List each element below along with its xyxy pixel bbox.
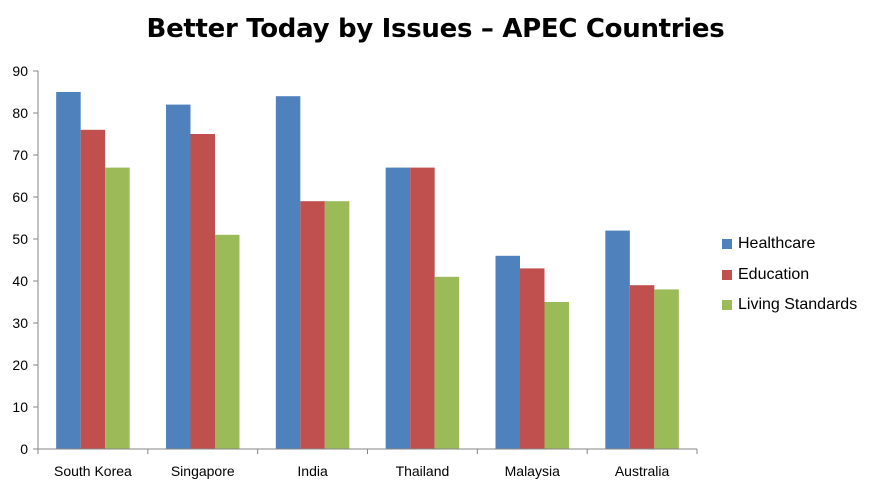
y-tick-label-10: 10 [12,399,28,415]
bars-layer [56,92,679,450]
axes-layer: 0 10 20 30 40 50 60 70 80 90 South Korea Singapore I… [12,63,698,479]
y-tick-label-50: 50 [12,231,28,247]
bar-healthcare-india [275,96,301,449]
bar-living-standards-south-korea [105,167,130,449]
legend-label-healthcare: Healthcare [738,235,816,253]
legend-item-education: Education [722,260,857,291]
y-tick-label-70: 70 [12,147,28,163]
x-tick-label-malaysia: Malaysia [505,463,560,479]
bar-healthcare-thailand [385,167,411,449]
chart-title: Better Today by Issues – APEC Countries [146,14,725,44]
legend-swatch-living-standards [722,300,732,311]
bar-living-standards-thailand [434,276,460,449]
x-tick-label-south-korea: South Korea [54,463,132,479]
legend-swatch-healthcare [722,239,732,250]
legend-item-healthcare: Healthcare [722,229,857,260]
legend-item-living-standards: Living Standards [722,290,857,321]
legend: Healthcare Education Living Standards [722,229,857,321]
bar-education-australia [629,285,655,449]
y-tick-label-20: 20 [12,357,28,373]
bar-education-south-korea [80,129,106,450]
bar-education-malaysia [520,268,545,449]
y-tick-label-60: 60 [12,189,28,205]
y-tick-label-90: 90 [12,63,28,79]
bar-education-thailand [410,167,435,449]
legend-label-living-standards: Living Standards [738,296,858,314]
bar-education-singapore [190,134,215,449]
y-tick-label-30: 30 [12,315,28,331]
bar-education-india [300,201,325,449]
bar-healthcare-south-korea [56,92,81,449]
x-tick-label-singapore: Singapore [171,463,235,479]
legend-label-education: Education [738,265,810,283]
x-tick-label-australia: Australia [615,463,670,479]
bar-living-standards-singapore [215,234,240,449]
bar-healthcare-malaysia [495,255,520,449]
bar-living-standards-australia [654,289,679,449]
y-tick-label-0: 0 [20,441,28,457]
bar-healthcare-singapore [166,104,191,449]
bar-living-standards-malaysia [544,302,569,449]
y-tick-label-80: 80 [12,105,28,121]
y-tick-label-40: 40 [12,273,28,289]
x-tick-label-india: India [297,463,328,479]
legend-swatch-education [722,269,732,280]
bar-living-standards-india [324,201,350,449]
bar-healthcare-australia [605,230,630,449]
x-tick-label-thailand: Thailand [396,463,450,479]
